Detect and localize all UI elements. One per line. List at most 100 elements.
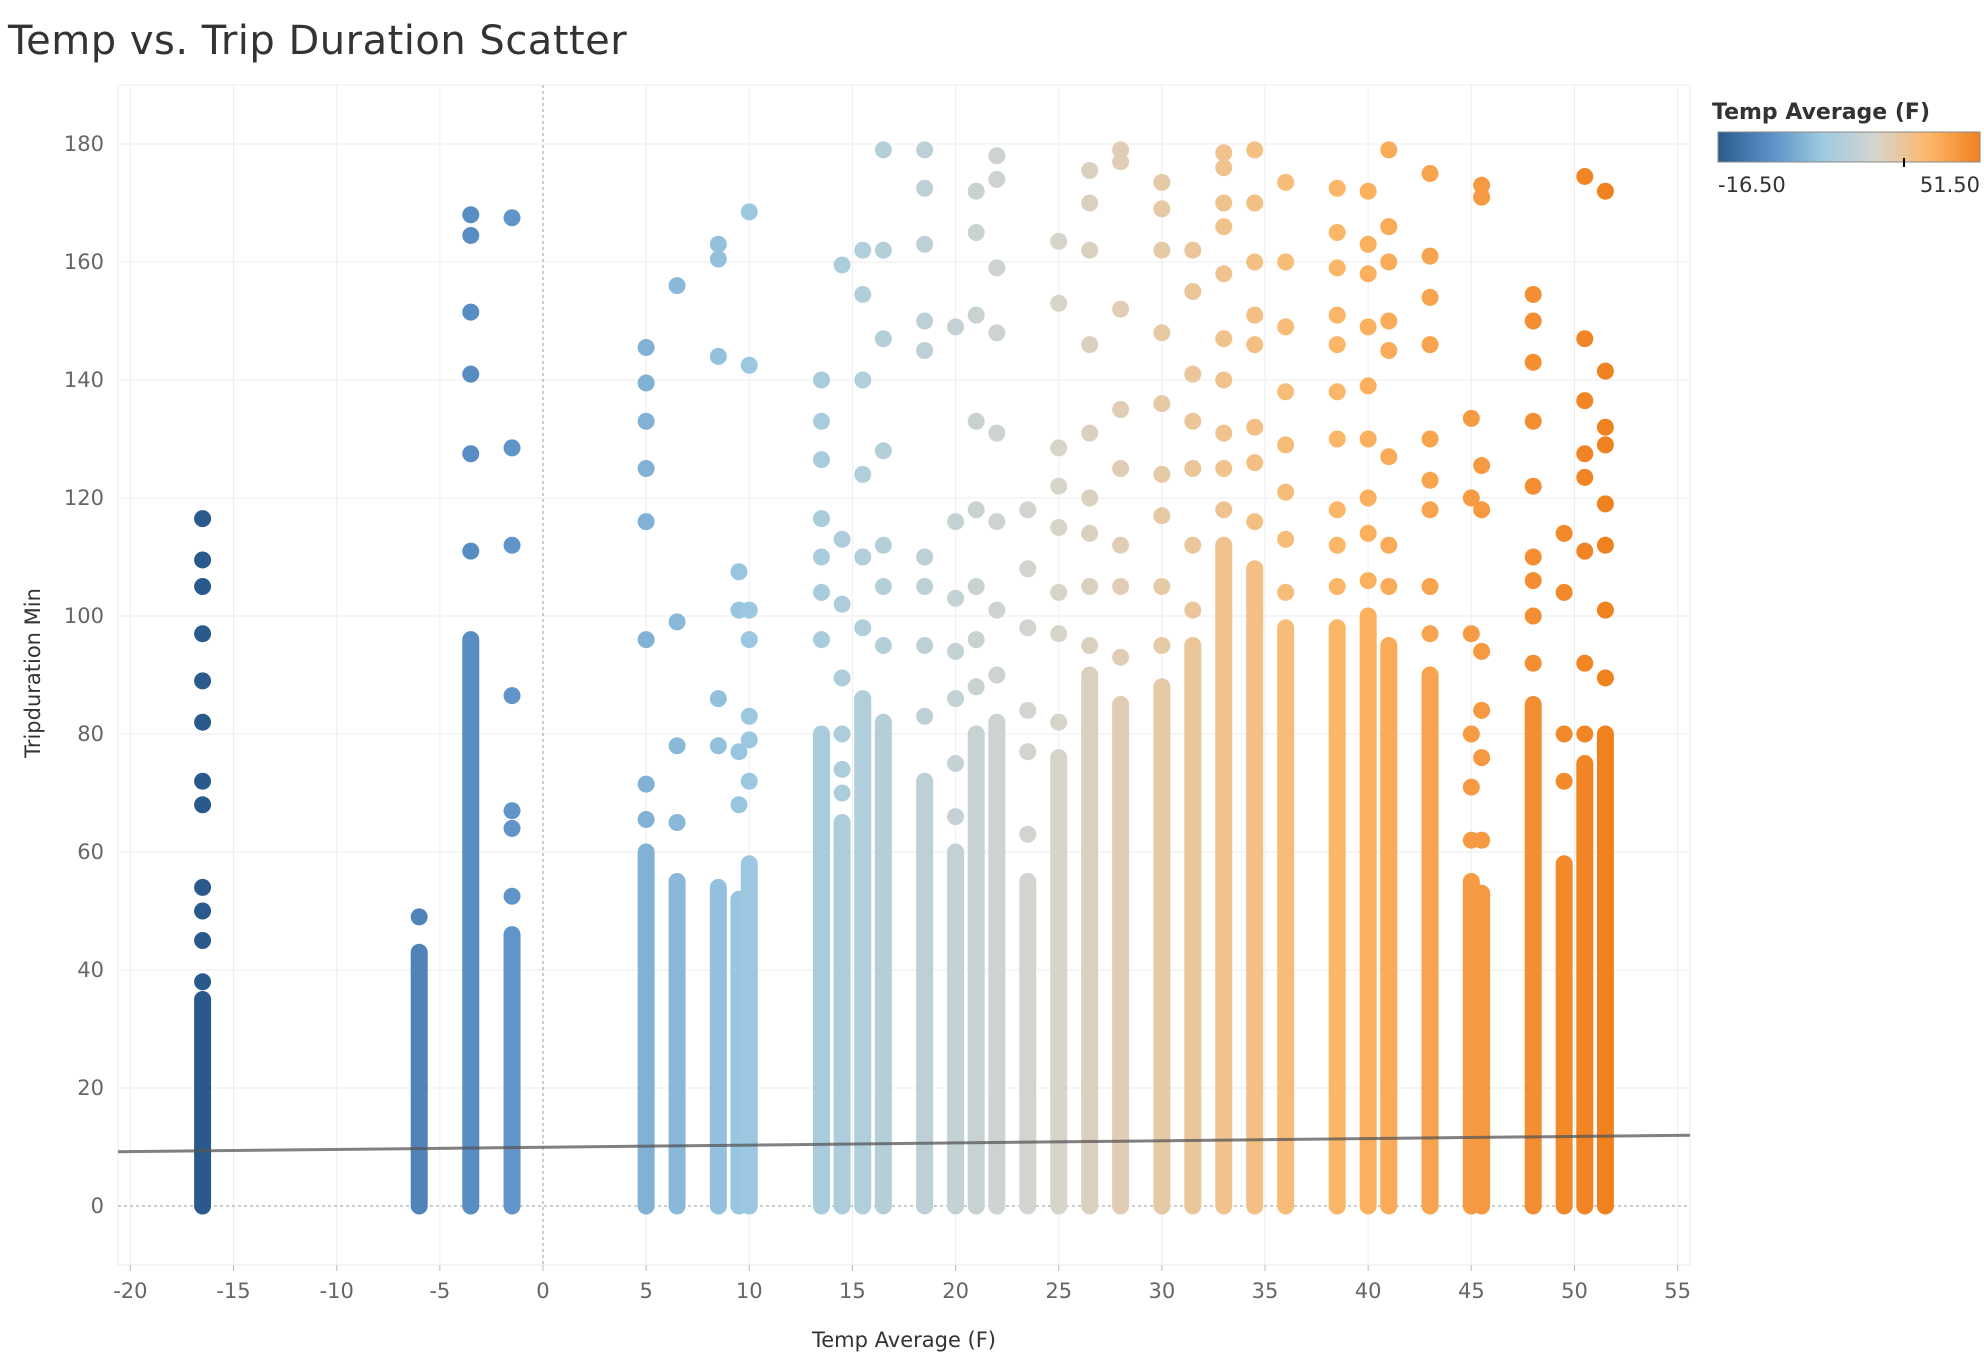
data-point <box>1112 536 1130 554</box>
x-tick-label: 10 <box>736 1279 763 1303</box>
x-tick-label: -5 <box>429 1279 450 1303</box>
y-tick-label: 160 <box>64 250 104 274</box>
x-tick-label: -15 <box>216 1279 250 1303</box>
data-point <box>1421 578 1439 595</box>
data-point <box>740 731 758 749</box>
data-point <box>462 542 480 560</box>
data-point <box>947 513 965 531</box>
data-point <box>1112 141 1130 159</box>
data-point <box>1380 253 1398 271</box>
data-point <box>1153 241 1171 259</box>
data-point <box>1596 495 1614 513</box>
data-point <box>812 631 830 649</box>
data-point <box>1596 418 1614 436</box>
trend-line-group <box>117 1133 1691 1154</box>
data-point <box>967 224 985 241</box>
data-point <box>1328 536 1346 554</box>
data-point <box>740 203 758 221</box>
data-point <box>833 760 851 778</box>
data-point <box>709 690 727 708</box>
data-point <box>1081 241 1099 259</box>
y-tick-label: 100 <box>64 604 104 628</box>
data-point <box>1462 725 1480 743</box>
data-point <box>709 347 727 365</box>
data-point <box>947 808 965 826</box>
data-point <box>503 819 521 837</box>
y-tick-label: 20 <box>77 1076 104 1100</box>
data-point <box>503 687 521 705</box>
data-point <box>503 802 521 820</box>
data-point <box>1153 637 1171 654</box>
data-point <box>1359 430 1377 448</box>
data-point <box>1576 330 1594 348</box>
data-point <box>874 536 892 554</box>
chart-title: Temp vs. Trip Duration Scatter <box>8 18 628 64</box>
data-point <box>1555 524 1573 542</box>
data-point <box>503 439 521 457</box>
data-point <box>1359 265 1377 283</box>
data-point <box>668 737 686 755</box>
data-point <box>988 147 1006 165</box>
data-point <box>1112 300 1130 318</box>
data-point <box>916 707 934 725</box>
data-point <box>1050 583 1068 601</box>
data-point <box>916 141 934 159</box>
x-tick-label: 35 <box>1252 1279 1279 1303</box>
data-point <box>1359 377 1377 395</box>
data-point <box>1596 182 1614 200</box>
data-point <box>462 445 480 463</box>
x-tick-label: -20 <box>113 1279 147 1303</box>
data-point <box>1421 471 1439 489</box>
data-point <box>1081 524 1099 542</box>
x-tick-label: 50 <box>1561 1279 1588 1303</box>
x-axis-ticks: -20 -15 -10 -5 0 5 10 15 20 25 30 35 40 45 50 55 <box>113 1265 1691 1303</box>
data-point <box>1081 162 1099 180</box>
y-axis-ticks: 0 20 40 60 80 100 120 140 160 180 <box>64 132 104 1218</box>
data-point <box>1050 439 1068 457</box>
trend-line <box>117 1133 1691 1154</box>
x-tick-label: 20 <box>942 1279 969 1303</box>
data-point <box>1524 654 1542 672</box>
data-point <box>812 548 830 566</box>
data-point <box>1081 424 1099 442</box>
data-point <box>503 536 521 554</box>
data-point <box>1473 701 1491 719</box>
data-point <box>668 277 686 295</box>
data-point <box>833 256 851 274</box>
data-point <box>854 465 872 483</box>
data-point <box>833 784 851 802</box>
x-tick-label: 0 <box>536 1279 549 1303</box>
data-point <box>1019 560 1037 578</box>
data-point <box>740 601 758 619</box>
data-point <box>462 303 480 321</box>
data-point <box>1215 424 1233 442</box>
legend-color-ramp <box>1717 131 1981 163</box>
y-tick-label: 120 <box>64 486 104 510</box>
data-point <box>1246 253 1264 271</box>
data-point <box>1328 501 1346 519</box>
data-point <box>1380 448 1398 466</box>
data-point <box>730 563 748 581</box>
data-point <box>1524 412 1542 430</box>
data-point <box>637 460 655 477</box>
data-point <box>503 209 521 227</box>
data-point <box>637 775 655 793</box>
data-point <box>194 796 212 814</box>
data-point <box>1596 536 1614 554</box>
y-tick-label: 0 <box>91 1194 104 1218</box>
data-point <box>874 141 892 159</box>
data-point <box>1421 247 1439 265</box>
data-point <box>1246 454 1264 472</box>
data-point <box>730 796 748 814</box>
data-point <box>1215 330 1233 348</box>
data-point <box>1050 519 1068 536</box>
data-point <box>988 324 1006 342</box>
data-point <box>833 669 851 687</box>
data-point <box>1246 336 1264 354</box>
data-points <box>194 141 1614 1215</box>
data-point <box>1112 648 1130 666</box>
data-point <box>1359 182 1377 200</box>
legend-title: Temp Average (F) <box>1712 100 1930 125</box>
data-point <box>194 578 212 595</box>
data-point <box>833 725 851 743</box>
